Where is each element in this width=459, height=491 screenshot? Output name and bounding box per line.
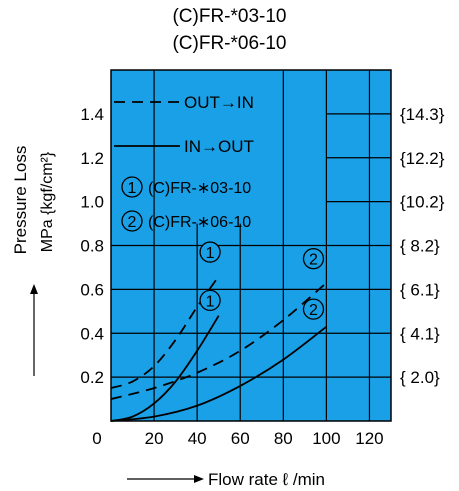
- y-tick-label: 0.2: [80, 368, 104, 387]
- y-tick-label: 1.2: [80, 149, 104, 168]
- curve-marker-label: 1: [128, 180, 137, 197]
- curve-marker-circle: [302, 298, 325, 320]
- curve-marker-2-dashed: 2: [302, 248, 325, 270]
- series-line-2-in-out: [110, 325, 327, 422]
- y-tick-label-right: {12.2}: [400, 149, 445, 168]
- y-tick-label-right: { 6.1}: [400, 280, 440, 299]
- series-line-1-in-out: [110, 315, 220, 422]
- x-tick-label: 100: [312, 429, 340, 448]
- x-axis-arrowhead: [194, 475, 204, 483]
- y-tick-label-right: {10.2}: [400, 193, 445, 212]
- curve-marker-label: 2: [128, 214, 137, 231]
- legend-marker-1: 1: [121, 176, 143, 198]
- curve-marker-1-dashed: 1: [199, 241, 221, 263]
- x-tick-label: 40: [188, 429, 207, 448]
- y-tick-label-right: { 4.1}: [400, 324, 440, 343]
- legend-label-in-out: IN→OUT: [184, 137, 254, 156]
- curve-marker-label: 2: [309, 302, 318, 319]
- curve-marker-circle: [121, 210, 143, 232]
- y-axis-arrowhead: [30, 284, 38, 294]
- y-tick-label-right: { 2.0}: [400, 368, 440, 387]
- x-tick-label: 80: [274, 429, 293, 448]
- curve-marker-circle: [121, 176, 143, 198]
- series-line-2-out-in: [110, 282, 327, 400]
- y-axis-label-units: MPa {kgf/cm²}: [39, 151, 56, 252]
- series-line-1-out-in: [110, 275, 220, 389]
- curve-marker-label: 2: [309, 252, 318, 269]
- y-tick-label: 0.4: [80, 324, 104, 343]
- x-tick-label: 20: [145, 429, 164, 448]
- y-tick-label: 1.0: [80, 193, 104, 212]
- y-tick-label: 0.8: [80, 237, 104, 256]
- curve-marker-1-solid: 1: [199, 289, 221, 311]
- curve-marker-circle: [302, 248, 325, 270]
- curve-marker-label: 1: [206, 293, 215, 310]
- legend-label-model-2: (C)FR-∗06-10: [148, 214, 251, 231]
- chart-title-line2: (C)FR-*06-10: [172, 33, 287, 54]
- y-tick-label-right: { 8.2}: [400, 237, 440, 256]
- x-tick-label: 120: [355, 429, 383, 448]
- x-tick-label: 0: [92, 429, 101, 448]
- x-tick-label: 60: [231, 429, 250, 448]
- legend-label-model-1: (C)FR-∗03-10: [148, 180, 251, 197]
- curve-marker-circle: [199, 289, 221, 311]
- curve-marker-2-solid: 2: [302, 298, 325, 320]
- x-axis-label: Flow rate ℓ /min: [208, 470, 325, 489]
- y-axis-label: Pressure Loss: [11, 146, 30, 255]
- y-tick-label-right: {14.3}: [400, 105, 445, 124]
- legend-marker-2: 2: [121, 210, 143, 232]
- curve-marker-label: 1: [206, 245, 215, 262]
- legend-label-out-in: OUT→IN: [184, 93, 254, 112]
- chart-title-line1: (C)FR-*03-10: [172, 6, 287, 27]
- y-tick-label: 0.6: [80, 280, 104, 299]
- curve-marker-circle: [199, 241, 221, 263]
- y-tick-label: 1.4: [80, 105, 104, 124]
